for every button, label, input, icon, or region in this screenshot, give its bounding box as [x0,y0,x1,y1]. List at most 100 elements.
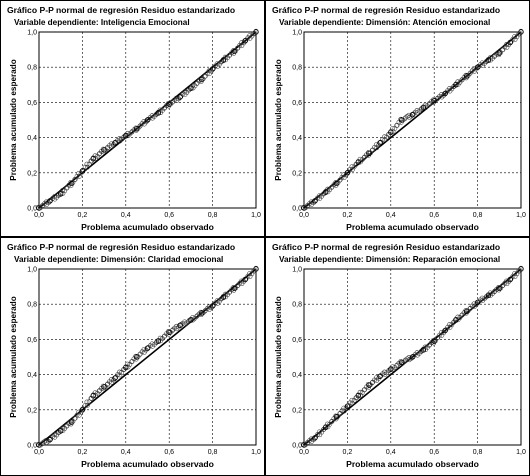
cloud-point [84,399,90,405]
cloud-point [76,170,82,176]
data-point [166,329,172,336]
pp-plot-panel-3: Gráfico P-P normal de regresión Residuo … [1,238,264,473]
data-point [155,338,162,344]
data-point [101,384,107,390]
cloud-point [231,48,236,53]
cloud-point [214,298,220,304]
data-point [485,292,492,299]
y-tick-label: 0,4 [292,372,302,379]
cloud-point [247,271,253,276]
data-point [398,117,405,123]
data-point [420,104,427,111]
cloud-point [337,411,343,417]
y-tick-label: 1,0 [27,267,37,274]
cloud-point [133,353,139,359]
data-point [253,266,259,272]
y-tick-label: 0,4 [27,135,37,142]
data-point [398,359,405,365]
data-point [355,159,361,165]
y-axis-label: Problema acumulado esperado [274,59,283,181]
x-tick-label: 0,6 [164,449,174,456]
cloud-point [463,308,469,313]
y-tick-label: 0,2 [292,170,302,177]
data-point [220,294,227,300]
chart-title: Gráfico P-P normal de regresión Residuo … [7,242,235,252]
cloud-point [317,193,322,199]
y-tick-label: 0,0 [27,206,37,213]
y-tick-label: 0,0 [27,443,37,450]
data-point [112,375,118,381]
data-point [323,424,329,431]
data-point [507,39,513,46]
vertical-divider [264,1,266,475]
cloud-point [365,381,371,387]
cloud-point [333,413,339,419]
data-point [355,393,361,399]
cloud-point [500,47,505,53]
data-point [90,393,96,399]
cloud-point [382,134,387,140]
y-tick-label: 0,8 [292,65,302,72]
x-axis-label: Problema acumulado observado [346,222,479,232]
y-tick-label: 1,0 [27,30,37,37]
data-point [133,126,140,132]
pp-plot-svg: Gráfico P-P normal de regresión Residuo … [272,5,526,232]
data-point [188,85,194,92]
cloud-point [214,61,220,67]
cloud-point [52,432,57,437]
data-point [464,73,470,79]
x-tick-label: 0,6 [164,212,174,219]
y-tick-label: 0,8 [27,302,37,309]
cloud-point [369,147,375,153]
x-tick-label: 0,6 [429,212,439,219]
data-point [199,310,205,316]
x-tick-label: 0,2 [343,212,353,219]
cloud-point [430,337,436,343]
data-point [323,189,329,195]
data-point [333,180,340,187]
cloud-point [182,89,187,95]
cloud-point [349,164,355,170]
x-tick-label: 1,0 [516,449,526,456]
y-tick-label: 0,6 [27,100,37,107]
cloud-point [68,418,74,424]
data-point [442,327,448,334]
cloud-point [231,285,236,290]
cloud-point [247,33,253,38]
y-axis-label: Problema acumulado esperado [274,296,283,418]
data-point [242,38,248,44]
y-tick-label: 1,0 [292,30,302,37]
x-tick-label: 0,2 [78,212,88,219]
pp-plot-panel-1: Gráfico P-P normal de regresión Residuo … [1,1,264,236]
data-point [474,299,481,306]
y-tick-label: 1,0 [292,267,302,274]
x-axis-label: Problema acumulado observado [81,222,214,232]
y-axis-label: Problema acumulado esperado [9,59,18,181]
data-point [188,317,194,323]
cloud-point [496,285,501,290]
chart-title: Gráfico P-P normal de regresión Residuo … [272,242,500,252]
data-point [431,338,437,344]
cloud-point [317,429,322,435]
data-point [47,437,53,443]
y-tick-label: 0,2 [27,170,37,177]
data-point [209,66,216,72]
cloud-point [512,271,518,276]
x-tick-label: 1,0 [516,212,526,219]
cloud-point [361,387,367,393]
x-tick-label: 0,0 [299,449,309,456]
data-point [144,117,151,123]
cloud-point [447,322,452,327]
data-point [47,198,53,204]
y-tick-label: 0,4 [27,372,37,379]
data-point [485,57,492,63]
cloud-point [68,180,74,185]
x-tick-label: 0,8 [208,449,218,456]
data-point [112,140,118,146]
y-tick-label: 0,0 [292,443,302,450]
data-point [166,101,172,107]
data-point [312,435,318,441]
data-point [123,133,129,139]
x-tick-label: 0,8 [473,449,483,456]
data-point [409,354,416,360]
